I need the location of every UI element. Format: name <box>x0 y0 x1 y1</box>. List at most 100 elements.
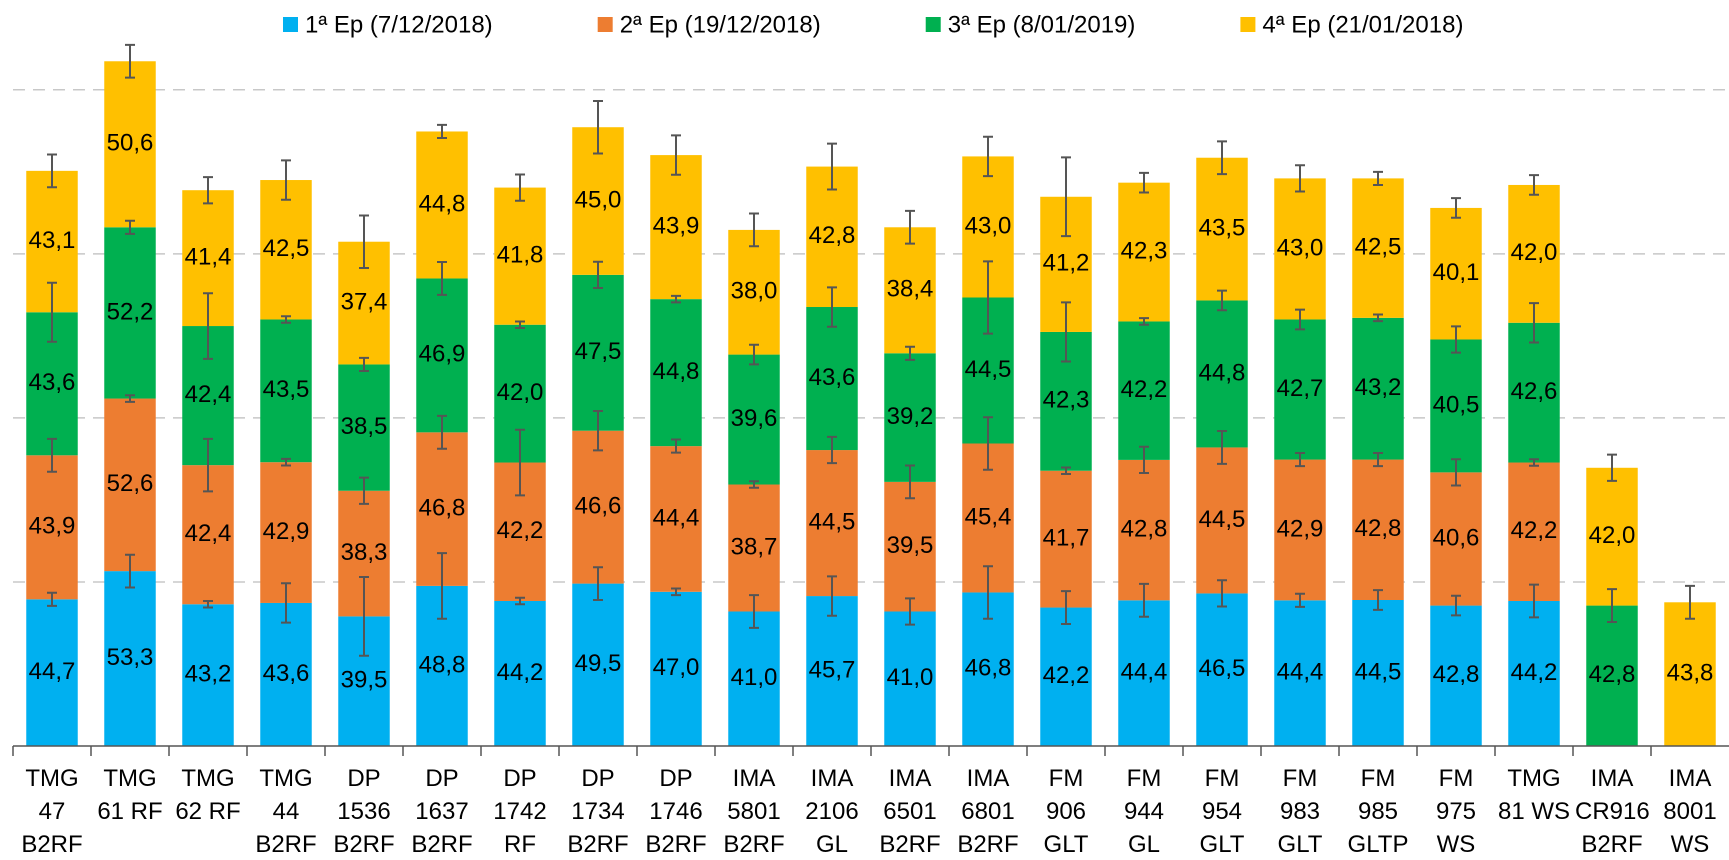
error-bar <box>827 575 837 617</box>
bar-segment <box>260 319 312 463</box>
value-label: 43,6 <box>809 364 856 391</box>
value-label: 42,9 <box>263 518 310 545</box>
value-label: 43,5 <box>1199 214 1246 241</box>
value-label: 44,8 <box>1199 359 1246 386</box>
error-bar <box>983 565 993 620</box>
error-bar <box>515 428 525 497</box>
bar-segment <box>884 611 936 746</box>
legend-swatch <box>925 17 941 32</box>
error-bar <box>281 315 291 324</box>
bar-segment <box>1430 339 1482 473</box>
value-label: 49,5 <box>575 650 622 677</box>
bar-segment <box>572 274 624 431</box>
error-bar <box>749 343 759 366</box>
bar-segment <box>260 462 312 603</box>
bar-segment <box>728 611 780 746</box>
error-bar <box>593 260 603 289</box>
value-label: 43,9 <box>29 513 76 540</box>
value-label: 41,0 <box>887 664 934 691</box>
error-bar <box>437 414 447 450</box>
legend-label: 4ª Ep (21/01/2018) <box>1262 11 1463 38</box>
value-label: 42,4 <box>185 520 232 547</box>
value-label: 38,0 <box>731 278 778 305</box>
bar-segment <box>494 600 546 746</box>
bar-segment <box>260 180 312 320</box>
error-bar <box>827 435 837 465</box>
bar-segment <box>1040 607 1092 746</box>
value-label: 38,4 <box>887 276 934 303</box>
error-bar <box>1139 171 1149 194</box>
value-label: 42,0 <box>1589 522 1636 549</box>
error-bar <box>203 437 213 493</box>
error-bar <box>1139 582 1149 618</box>
bar-segment <box>1118 459 1170 601</box>
value-label: 37,4 <box>341 288 388 315</box>
error-bar <box>47 437 57 473</box>
error-bar <box>827 286 837 328</box>
bar-segment <box>1274 459 1326 601</box>
value-label: 45,4 <box>965 503 1012 530</box>
error-bar <box>1529 174 1539 196</box>
x-tick-label: FM 954 GLT <box>1199 765 1245 858</box>
value-label: 52,2 <box>107 298 154 325</box>
value-label: 39,5 <box>887 532 934 559</box>
bar-segment <box>1196 157 1248 301</box>
x-tick-label: FM 975 WS <box>1435 765 1477 858</box>
bar-segment <box>728 354 780 485</box>
error-bar <box>905 209 915 245</box>
bar-segment <box>104 227 156 399</box>
bar-segment <box>1274 178 1326 320</box>
bar-segment <box>1118 600 1170 746</box>
value-label: 42,2 <box>1121 376 1168 403</box>
value-label: 42,0 <box>497 379 544 406</box>
value-label: 42,0 <box>1511 239 1558 266</box>
error-bar <box>515 173 525 202</box>
bar-segment <box>1586 605 1638 746</box>
error-bar <box>359 576 369 657</box>
error-bar <box>47 591 57 607</box>
bar-segment <box>1352 459 1404 600</box>
x-tick-label: FM 983 GLT <box>1277 765 1323 858</box>
error-bar <box>1451 325 1461 354</box>
value-label: 42,5 <box>1355 233 1402 260</box>
bar-segment <box>416 131 468 279</box>
bar-segment <box>728 484 780 612</box>
legend-label: 1ª Ep (7/12/2018) <box>305 11 493 38</box>
value-label: 47,5 <box>575 338 622 365</box>
value-label: 46,8 <box>965 655 1012 682</box>
value-label: 42,8 <box>1433 661 1480 688</box>
legend-swatch <box>283 17 298 32</box>
value-label: 42,2 <box>1043 662 1090 689</box>
bar-segment <box>572 583 624 746</box>
error-bar <box>359 356 369 372</box>
error-bar <box>437 261 447 296</box>
value-label: 44,5 <box>965 356 1012 383</box>
x-tick-label: IMA CR916 B2RF <box>1575 765 1650 858</box>
value-label: 46,5 <box>1199 655 1246 682</box>
bar-segment <box>650 446 702 592</box>
value-label: 42,6 <box>1511 378 1558 405</box>
legend-label: 3ª Ep (8/01/2019) <box>948 11 1136 38</box>
bar-segment <box>1508 462 1560 601</box>
error-bar <box>1451 594 1461 617</box>
bar-segment <box>650 299 702 447</box>
error-bar <box>1373 313 1383 323</box>
bar-segment <box>182 604 234 746</box>
value-label: 42,2 <box>497 517 544 544</box>
bar-segment <box>338 364 390 491</box>
value-label: 40,5 <box>1433 391 1480 418</box>
value-label: 38,3 <box>341 539 388 566</box>
value-label: 39,5 <box>341 667 388 694</box>
value-label: 45,0 <box>575 186 622 213</box>
bar-segment <box>884 481 936 612</box>
value-label: 46,6 <box>575 492 622 519</box>
error-bar <box>437 123 447 140</box>
error-bar <box>203 176 213 205</box>
error-bar <box>1217 140 1227 176</box>
bar-segment <box>1040 470 1092 608</box>
bar-segment <box>728 229 780 355</box>
value-label: 44,7 <box>29 658 76 685</box>
error-bar <box>1607 453 1617 482</box>
error-bar <box>359 214 369 269</box>
bar-segment <box>884 227 936 354</box>
